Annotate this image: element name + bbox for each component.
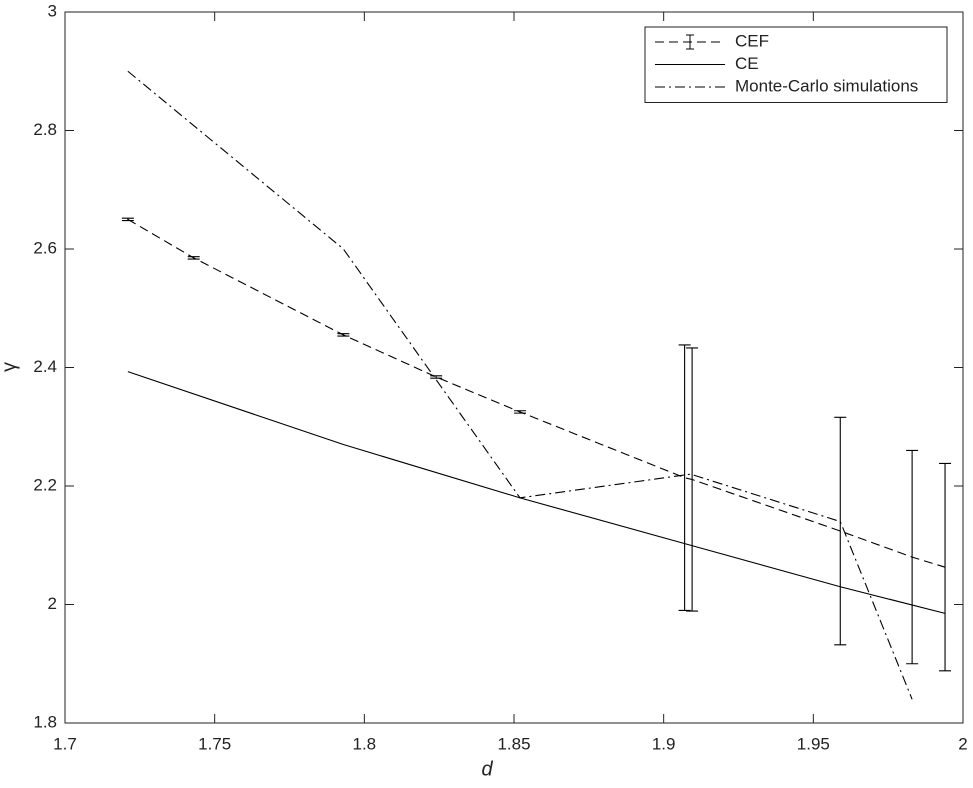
x-tick-label: 1.85 <box>497 734 530 753</box>
y-tick-label: 3 <box>48 1 57 20</box>
y-tick-label: 2.6 <box>33 238 57 257</box>
legend-label: CEF <box>735 31 769 50</box>
error-bar <box>834 416 847 646</box>
x-tick-label: 1.95 <box>797 734 830 753</box>
x-tick-label: 1.9 <box>652 734 676 753</box>
error-bar <box>686 347 699 612</box>
error-bar <box>121 217 134 222</box>
error-bar <box>430 375 443 379</box>
y-tick-label: 2.2 <box>33 475 57 494</box>
y-tick-label: 1.8 <box>33 712 57 731</box>
error-bar <box>939 462 952 672</box>
y-axis-label: γ <box>0 362 20 372</box>
y-tick-label: 2.8 <box>33 120 57 139</box>
error-bar <box>906 449 919 665</box>
legend-label: Monte-Carlo simulations <box>735 76 918 95</box>
error-bar <box>678 344 691 611</box>
series-line <box>127 70 913 700</box>
error-bar <box>513 410 526 414</box>
error-bar <box>337 333 350 337</box>
legend-label: CE <box>735 54 759 73</box>
y-tick-label: 2 <box>48 594 57 613</box>
x-tick-label: 2 <box>958 734 967 753</box>
series-line <box>127 218 946 568</box>
legend-error-swatch <box>686 34 694 50</box>
series-line <box>127 371 946 614</box>
x-tick-label: 1.8 <box>353 734 377 753</box>
x-axis-label: d <box>481 758 493 780</box>
x-tick-label: 1.75 <box>198 734 231 753</box>
y-tick-label: 2.4 <box>33 357 57 376</box>
x-tick-label: 1.7 <box>53 734 77 753</box>
error-bar <box>187 256 200 260</box>
